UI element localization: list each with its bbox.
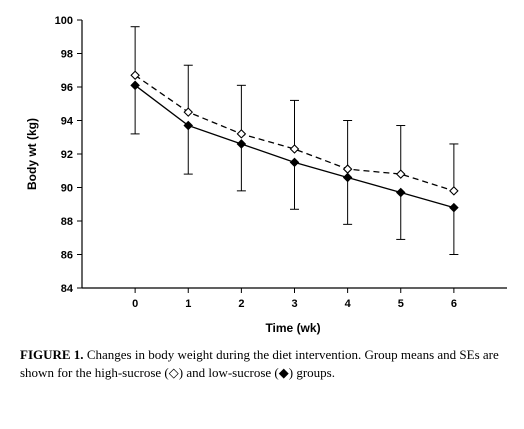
data-point-high-sucrose [236,129,247,139]
y-tick-label: 94 [61,116,74,128]
data-point-high-sucrose [449,186,459,196]
data-point-high-sucrose [342,164,353,174]
data-point-high-sucrose [395,169,406,179]
y-tick-label: 98 [61,49,73,61]
x-tick-label: 6 [451,298,457,310]
data-point-low-sucrose [289,157,300,168]
y-axis-label: Body wt (kg) [25,118,39,190]
y-tick-label: 100 [55,15,73,27]
x-tick-label: 3 [291,298,297,310]
x-tick-label: 1 [185,298,191,310]
data-point-low-sucrose [449,202,459,213]
caption-label: FIGURE 1. [20,347,84,362]
x-tick-label: 4 [345,298,352,310]
x-tick-label: 0 [132,298,138,310]
body-weight-chart: 84 86 88 90 92 94 96 98 100 0 1 2 3 4 5 6 Time (wk) Bod… [25,15,507,335]
y-tick-label: 90 [61,183,73,195]
y-tick-label: 96 [61,82,73,94]
chart-axes [81,20,507,289]
y-tick-label: 92 [61,149,73,161]
data-point-high-sucrose [289,144,300,154]
figure-caption: FIGURE 1. Changes in body weight during … [20,346,516,382]
data-point-low-sucrose [130,80,140,91]
x-tick-label: 5 [398,298,404,310]
y-tick-label: 86 [61,250,73,262]
data-point-low-sucrose [236,139,247,149]
y-tick-label: 84 [61,283,74,295]
x-tick-label: 2 [238,298,244,310]
error-bars [130,26,459,255]
caption-text: Changes in body weight during the diet i… [20,347,499,380]
data-point-low-sucrose [183,120,194,131]
data-point-low-sucrose [342,172,353,183]
data-point-low-sucrose [395,187,406,198]
y-tick-label: 88 [61,216,73,228]
chart-ticks: 84 86 88 90 92 94 96 98 100 0 1 2 3 4 5 6 [55,15,457,310]
x-axis-label: Time (wk) [265,321,320,335]
data-point-high-sucrose [183,107,194,117]
data-point-high-sucrose [130,70,140,81]
series-markers [130,70,459,213]
